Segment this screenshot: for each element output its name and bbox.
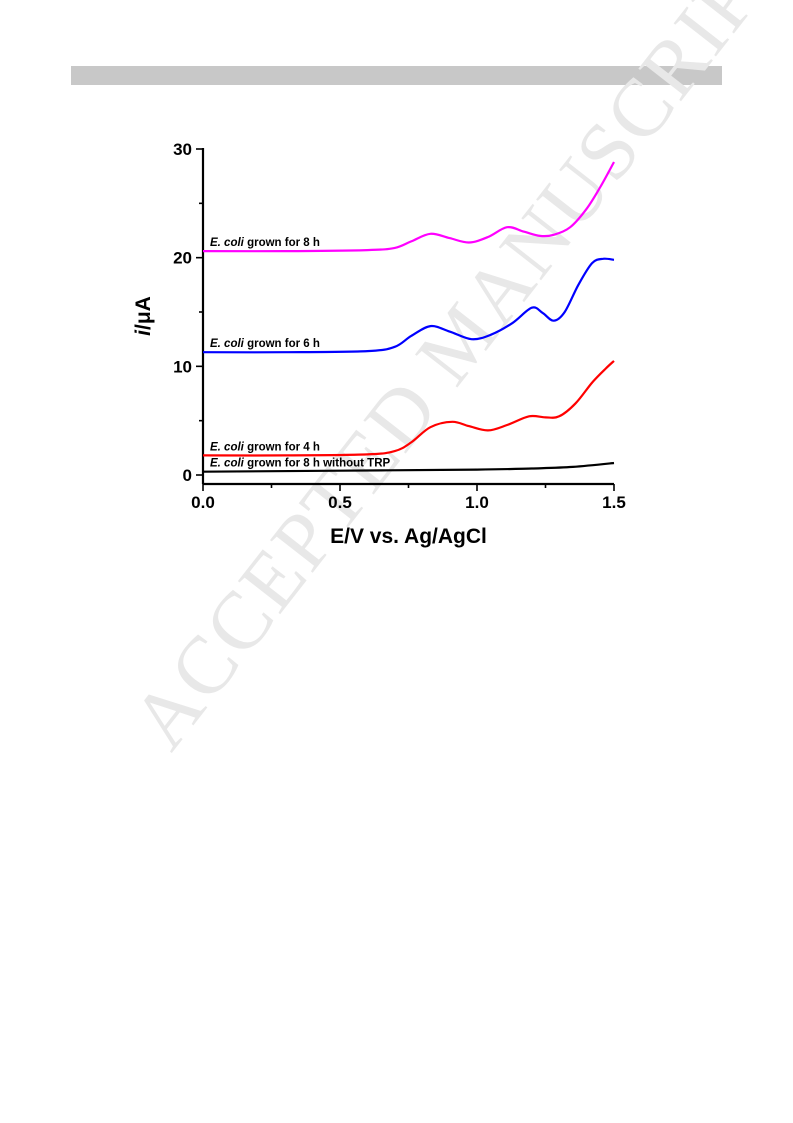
ticks: 0 10 20 30 0.0 0.5 1.0 1.5 <box>173 140 626 512</box>
series-label-0: E. coli grown for 8 h <box>210 237 320 249</box>
page-header-bar <box>71 66 722 85</box>
x-tick-label: 1.0 <box>465 493 489 512</box>
x-axis-title: E/V vs. Ag/AgCl <box>330 525 487 548</box>
series-label-text: grown for 4 h <box>244 441 320 453</box>
y-axis-title-italic: i <box>132 329 155 336</box>
axes <box>201 148 614 486</box>
series-line-1 <box>202 257 615 354</box>
series-lines <box>202 161 615 473</box>
series-label-italic: E. coli <box>210 338 245 350</box>
series-label-2: E. coli grown for 4 h <box>210 441 320 453</box>
series-line-2 <box>202 360 615 457</box>
y-axis-title-unit: /μA <box>132 296 155 330</box>
y-tick-label: 10 <box>173 357 192 376</box>
series-label-italic: E. coli <box>210 441 245 453</box>
series-label-italic: E. coli <box>210 237 245 249</box>
series-label-1: E. coli grown for 6 h <box>210 338 320 350</box>
series-line-0 <box>202 161 615 253</box>
series-labels: E. coli grown for 8 hE. coli grown for 6… <box>210 237 390 470</box>
y-axis-title: i/μA <box>132 296 155 336</box>
series-label-text: grown for 8 h without TRP <box>244 458 391 470</box>
series-label-text: grown for 6 h <box>244 338 320 350</box>
series-label-3: E. coli grown for 8 h without TRP <box>210 458 390 470</box>
series-label-text: grown for 8 h <box>244 237 320 249</box>
y-tick-label: 20 <box>173 249 192 268</box>
x-tick-label: 0.5 <box>328 493 352 512</box>
x-tick-label: 1.5 <box>602 493 626 512</box>
series-line-3 <box>202 461 615 473</box>
y-tick-label: 0 <box>183 466 192 485</box>
series-label-italic: E. coli <box>210 458 245 470</box>
y-tick-label: 30 <box>173 140 192 159</box>
x-tick-label: 0.0 <box>191 493 215 512</box>
